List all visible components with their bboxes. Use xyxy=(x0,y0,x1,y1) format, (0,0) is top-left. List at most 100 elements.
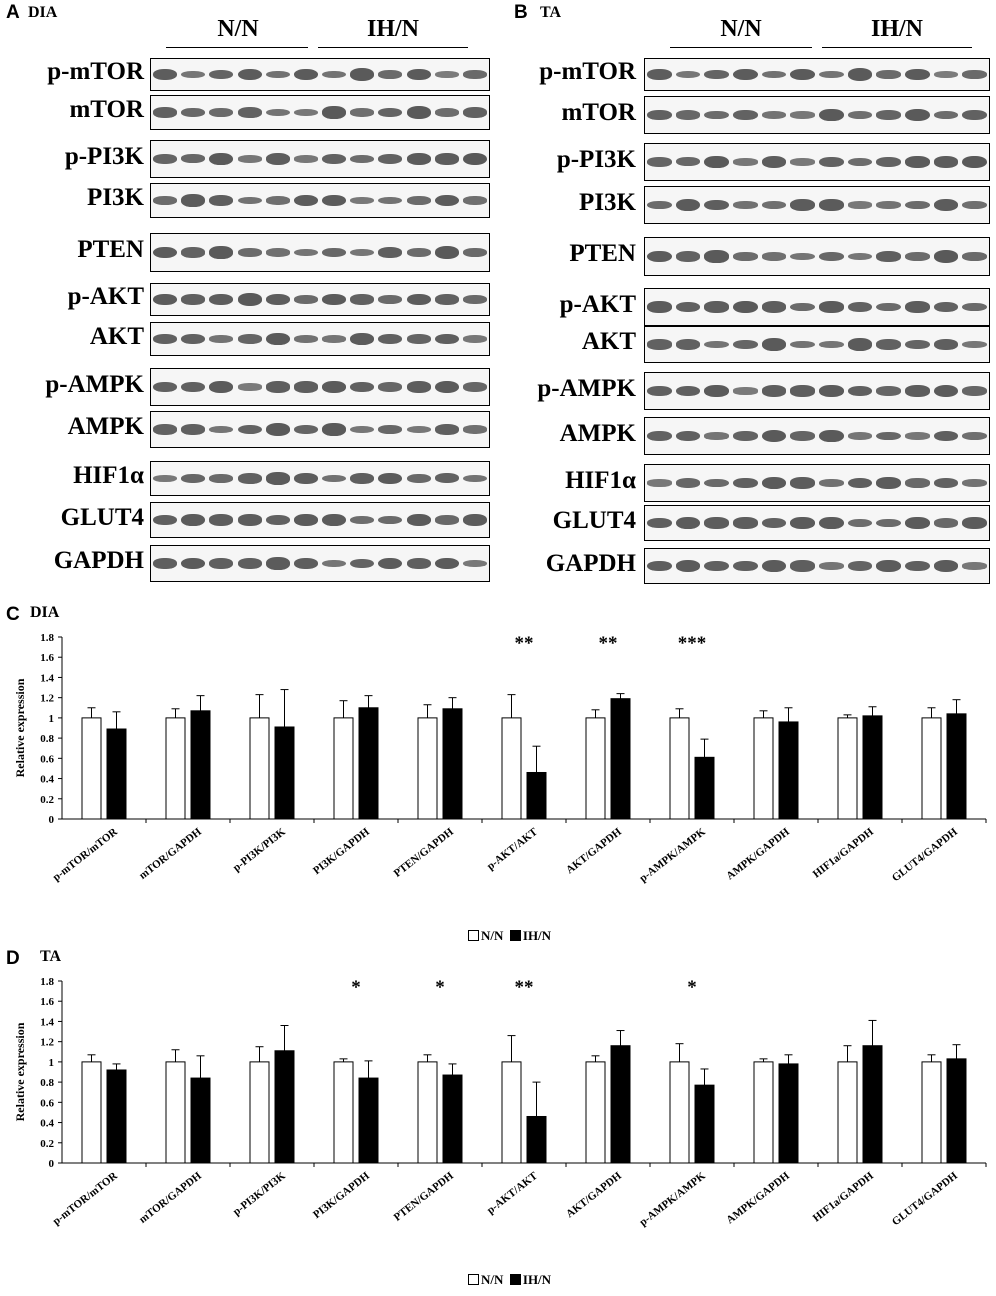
y-tick-label: 1.2 xyxy=(40,1037,54,1049)
blot-band xyxy=(350,294,375,305)
bar xyxy=(694,756,715,820)
blot-band xyxy=(462,335,487,343)
blot-band xyxy=(153,474,178,483)
blot-band xyxy=(434,557,459,570)
blot-band xyxy=(378,196,403,205)
bar xyxy=(417,1061,438,1164)
blot-band xyxy=(733,252,758,261)
category-label: p-AMPK/AMPK xyxy=(637,826,708,885)
bar xyxy=(249,1061,270,1164)
blot-band xyxy=(847,201,873,209)
blot-band xyxy=(962,386,987,396)
blot-band xyxy=(905,156,930,168)
blot-band xyxy=(933,70,959,79)
blot-band xyxy=(647,157,672,167)
blot-band xyxy=(876,302,901,312)
blot-band xyxy=(933,518,959,528)
blot-band xyxy=(962,562,987,570)
blot-band xyxy=(462,295,487,304)
blot-band xyxy=(181,424,206,435)
panel-b-blot-p-akt xyxy=(644,288,990,326)
blot-band xyxy=(434,473,459,484)
blot-band xyxy=(819,301,844,313)
blot-band xyxy=(434,70,459,79)
blot-band xyxy=(237,68,262,81)
blot-band xyxy=(293,248,318,257)
blot-band xyxy=(462,107,487,118)
blot-band xyxy=(847,518,873,528)
bar xyxy=(501,1061,522,1164)
panel-b-blot-label-ampk: AMPK xyxy=(559,419,636,447)
blot-band xyxy=(761,156,787,168)
legend-control-swatch xyxy=(468,1274,479,1285)
blot-band xyxy=(933,339,959,350)
panel-b-blot-p-mtor xyxy=(644,58,990,91)
panel-d-bar-chart: 0 0.2 0.4 0.6 0.8 1 1.2 1.4 1.6 1.8 Relative expre… xyxy=(13,976,987,1229)
blot-band xyxy=(406,513,431,527)
category-label: p-PI3K/PI3K xyxy=(231,826,288,874)
blot-band xyxy=(293,68,318,81)
bar xyxy=(417,717,438,820)
blot-band xyxy=(905,560,930,572)
panel-b-blot-pten xyxy=(644,237,990,276)
panel-b-blot-label-hif1a: HIF1α xyxy=(565,466,636,494)
legend-treated-label: IH/N xyxy=(522,1272,552,1287)
blot-band xyxy=(761,70,787,79)
blot-band xyxy=(265,514,290,526)
blot-band xyxy=(790,68,815,81)
panel-b-blot-pi3k xyxy=(644,186,990,224)
blot-band xyxy=(181,557,206,570)
bar xyxy=(753,1061,774,1164)
category-label: PI3K/GAPDH xyxy=(311,826,372,877)
blot-band xyxy=(406,334,431,344)
blot-band xyxy=(790,477,815,489)
y-axis-label: Relative expression xyxy=(13,678,27,777)
blot-band xyxy=(322,380,347,393)
panel-c-legend: N/N IH/N xyxy=(468,928,551,944)
panel-b-blot-glut4 xyxy=(644,505,990,541)
category-label: p-mTOR/mTOR xyxy=(51,1169,121,1227)
blot-band xyxy=(462,514,487,526)
bar xyxy=(249,717,270,820)
panel-d-title: TA xyxy=(40,948,62,965)
blot-band xyxy=(462,425,487,434)
y-tick-label: 1.2 xyxy=(40,693,54,705)
panel-a-blot-label-p-ampk: p-AMPK xyxy=(45,370,144,398)
blot-band xyxy=(790,560,815,572)
blot-band xyxy=(790,199,815,211)
blot-band xyxy=(905,200,930,210)
panel-b-blot-label-akt: AKT xyxy=(581,328,636,355)
blot-band xyxy=(647,339,672,350)
blot-band xyxy=(819,199,844,211)
blot-band xyxy=(933,477,959,488)
blot-band xyxy=(462,248,487,257)
significance-marker: * xyxy=(687,977,697,998)
y-tick-label: 0.8 xyxy=(40,1077,54,1089)
blot-band xyxy=(322,194,347,207)
blot-band xyxy=(322,247,347,258)
blot-band xyxy=(209,69,234,80)
bar xyxy=(442,708,463,820)
blot-band xyxy=(462,474,487,483)
blot-band xyxy=(647,430,672,442)
blot-band xyxy=(647,250,672,263)
blot-band xyxy=(733,560,758,572)
blot-band xyxy=(675,516,701,530)
bar xyxy=(274,726,295,820)
blot-band xyxy=(790,302,815,312)
panel-b-tissue: TA xyxy=(540,4,562,21)
blot-band xyxy=(181,70,206,79)
blot-band xyxy=(209,474,234,483)
y-tick-label: 0.8 xyxy=(40,733,54,745)
blot-band xyxy=(153,107,178,118)
category-label: p-AKT/AKT xyxy=(485,826,541,873)
category-label: AKT/GAPDH xyxy=(564,826,624,877)
category-label: PI3K/GAPDH xyxy=(311,1170,372,1221)
blot-band xyxy=(237,196,262,205)
blot-band xyxy=(733,109,758,121)
significance-marker: ** xyxy=(515,633,534,654)
category-label: p-AMPK/AMPK xyxy=(637,1170,708,1229)
blot-band xyxy=(905,516,930,530)
blot-band xyxy=(790,431,815,441)
blot-band xyxy=(237,155,262,163)
